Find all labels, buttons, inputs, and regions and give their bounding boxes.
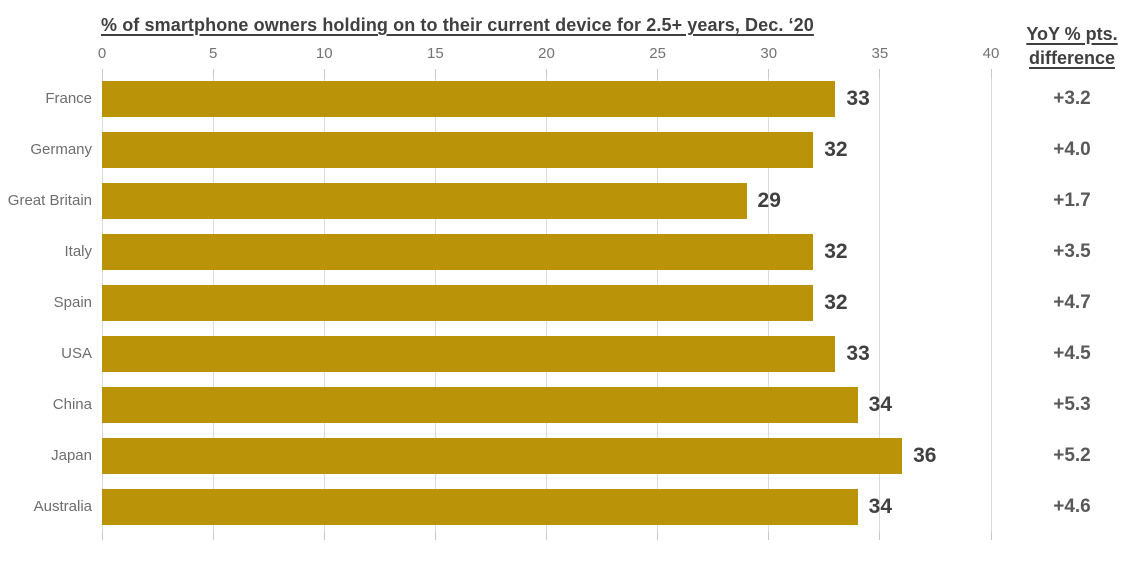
- vertical-gridline: [990, 79, 992, 532]
- bar-value-label: 34: [868, 393, 892, 416]
- yoy-column-header: YoY % pts. difference: [1010, 22, 1134, 70]
- x-axis-bottom-tick-mark: [323, 532, 325, 540]
- yoy-difference-value: +3.2: [1053, 88, 1091, 109]
- x-axis-bottom-tick-mark: [768, 532, 770, 540]
- x-axis-tick-mark: [212, 69, 214, 79]
- x-axis-tick-mark: [768, 69, 770, 79]
- bar: [102, 387, 858, 423]
- x-axis-bottom-tick-mark: [879, 532, 881, 540]
- yoy-difference-value: +1.7: [1053, 190, 1091, 211]
- bar-value-label: 32: [824, 138, 848, 161]
- bar: [102, 285, 814, 321]
- bar-value-label: 29: [757, 189, 781, 212]
- yoy-difference-value: +4.6: [1053, 496, 1091, 517]
- category-label: Germany: [30, 141, 92, 158]
- bar: [102, 81, 836, 117]
- bar: [102, 438, 903, 474]
- yoy-difference-value: +4.0: [1053, 139, 1091, 160]
- x-axis-tick-label: 5: [208, 45, 218, 62]
- yoy-difference-value: +5.3: [1053, 394, 1091, 415]
- x-axis-tick-label: 0: [97, 45, 107, 62]
- vertical-gridline: [879, 79, 881, 532]
- x-axis-bottom-tick-mark: [546, 532, 547, 540]
- x-axis-tick-mark: [657, 69, 659, 79]
- x-axis-tick-label: 20: [538, 45, 555, 62]
- bar: [102, 132, 814, 168]
- x-axis-bottom-tick-mark: [212, 532, 214, 540]
- x-axis-tick-mark: [101, 69, 103, 79]
- chart-title: % of smartphone owners holding on to the…: [101, 15, 814, 35]
- category-label: Spain: [53, 294, 92, 311]
- x-axis-tick-mark: [434, 69, 436, 79]
- yoy-difference-value: +3.5: [1053, 241, 1091, 262]
- x-axis-bottom-tick-mark: [990, 532, 992, 540]
- category-label: Australia: [33, 498, 92, 515]
- x-axis-tick-label: 10: [315, 45, 333, 62]
- category-label: Japan: [51, 447, 92, 464]
- x-axis-bottom-tick-mark: [434, 532, 436, 540]
- x-axis-bottom-tick-mark: [101, 532, 103, 540]
- bar-value-label: 33: [846, 87, 870, 110]
- x-axis-tick-label: 40: [982, 45, 1000, 62]
- x-axis-tick-label: 35: [871, 45, 889, 62]
- bar-value-label: 33: [846, 342, 870, 365]
- bar: [102, 183, 747, 219]
- yoy-difference-value: +4.5: [1053, 343, 1091, 364]
- bar: [102, 489, 858, 525]
- category-label: China: [52, 396, 92, 413]
- yoy-difference-value: +5.2: [1053, 445, 1091, 466]
- bar-value-label: 36: [913, 444, 937, 467]
- bar-value-label: 32: [824, 291, 848, 314]
- x-axis-bottom-tick-mark: [657, 532, 659, 540]
- bar-value-label: 34: [868, 495, 892, 518]
- bar: [102, 336, 836, 372]
- yoy-difference-value: +4.7: [1053, 292, 1091, 313]
- x-axis-tick-mark: [546, 69, 547, 79]
- x-axis-tick-mark: [990, 69, 992, 79]
- bar-value-label: 32: [824, 240, 848, 263]
- bar: [102, 234, 814, 270]
- x-axis-tick-label: 25: [649, 45, 666, 62]
- category-label: France: [45, 90, 92, 107]
- category-label: USA: [61, 345, 92, 362]
- category-label: Great Britain: [7, 192, 92, 209]
- yoy-header-line1: YoY % pts.: [1026, 24, 1118, 44]
- yoy-header-line2: difference: [1028, 48, 1116, 68]
- x-axis-tick-label: 15: [427, 45, 444, 62]
- category-label: Italy: [64, 243, 92, 260]
- x-axis-tick-label: 30: [760, 45, 778, 62]
- x-axis-tick-mark: [323, 69, 325, 79]
- x-axis-tick-mark: [879, 69, 881, 79]
